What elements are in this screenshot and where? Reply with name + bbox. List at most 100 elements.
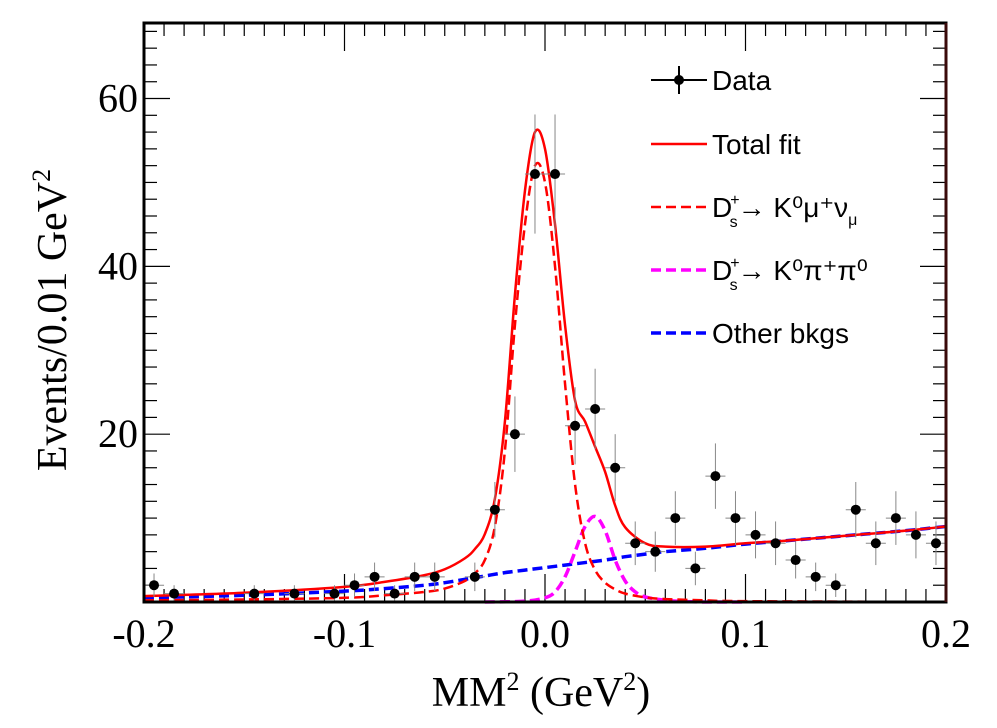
data-point-marker [830,580,841,591]
legend-peaking-label: D+ s→ K⁰π⁺π⁰ [712,255,868,294]
legend-total-label: Total fit [712,129,801,160]
data-point [404,562,425,592]
legend-peaking-sub: s [730,277,738,294]
legend-peaking-rest: → K⁰π⁺π⁰ [738,255,868,286]
y-axis-title-main: Events/0.01 GeV [30,182,76,471]
data-point [524,114,545,234]
data-point-marker [690,563,701,574]
data-point-marker [509,429,520,440]
legend-peaking-entry: D+ s→ K⁰π⁺π⁰ [651,255,868,294]
legend-data-label: Data [712,65,772,96]
data-point-marker [850,504,861,515]
data-point [725,491,746,545]
data-point [424,562,445,592]
data-point-marker [930,538,941,549]
data-point [785,541,806,579]
data-point [905,511,926,559]
data-point-marker [550,169,561,180]
data-point-marker [429,571,440,582]
legend-signal-tail-sub: μ [848,212,857,229]
legend-bkg-label: Other bkgs [712,318,849,349]
x-axis-title-close: ) [636,670,650,716]
x-axis-title-unit-sup: 2 [623,667,636,696]
data-point [344,573,365,597]
data-point-marker [529,169,540,180]
data-point-marker [650,546,661,557]
data-points [144,114,946,602]
data-point [585,368,606,450]
data-point-marker [489,504,500,515]
data-point [384,585,405,602]
data-point [545,114,566,234]
axis-ticks [143,23,947,603]
legend: Data Total fit D+ s→ K⁰μ⁺νμ D+ s→ K⁰π⁺π⁰ O… [651,65,868,349]
data-point [645,531,666,572]
peaking-bkg-curve [484,514,746,604]
data-point [765,521,786,566]
plot-frame [142,21,948,604]
legend-total-entry: Total fit [651,129,801,160]
data-point [565,387,586,465]
data-point-marker [469,571,480,582]
x-axis-title-sup: 2 [506,667,519,696]
data-point-marker [329,588,340,599]
data-point [504,396,525,472]
data-point-marker [570,420,581,431]
y-tick-label: 20 [98,411,138,456]
legend-peaking-d: D [712,255,732,286]
data-point-marker [810,571,821,582]
data-point [825,573,846,597]
other-bkg-curve [143,524,947,600]
x-tick-label: -0.2 [112,611,175,656]
x-tick-label: -0.1 [313,611,376,656]
y-tick-label: 60 [98,76,138,121]
y-axis-title: Events/0.01 GeV2 [27,169,76,471]
legend-signal-rest: → K⁰μ⁺ν [738,192,849,223]
data-point [244,585,265,602]
legend-data-marker [674,75,684,85]
data-point-marker [169,588,180,599]
data-point-marker [590,404,601,414]
data-point-marker [770,538,781,549]
y-tick-label: 40 [98,243,138,288]
data-point [705,443,726,509]
legend-peaking-sup: + [730,255,739,272]
data-point-marker [870,538,881,549]
x-tick-label: 0.2 [921,611,971,656]
x-axis-title: MM2 (GeV2) [432,667,651,716]
legend-data-entry: Data [651,65,772,96]
axis-tick-labels: -0.2 -0.1 0.0 0.1 0.2 20 40 60 [98,76,971,656]
data-point [745,511,766,559]
data-point [845,482,866,538]
legend-signal-sub: s [730,214,738,231]
data-point [484,482,505,538]
x-axis-title-unit: (GeV [519,670,623,716]
x-tick-label: 0.0 [520,611,570,656]
data-point [324,585,345,602]
data-point-marker [249,588,260,599]
data-point-marker [910,529,921,540]
data-point-marker [630,538,641,549]
data-point [464,562,485,592]
data-point-marker [790,555,801,566]
legend-signal-d: D [712,192,732,223]
data-point-marker [389,588,400,599]
signal-curve [143,161,947,604]
data-point-marker [369,571,380,582]
x-axis-title-main: MM [432,670,507,716]
data-point [925,521,946,566]
data-point-marker [610,462,621,473]
data-point-marker [149,580,160,591]
legend-bkg-entry: Other bkgs [651,318,849,349]
data-point [865,521,886,566]
data-point [685,551,706,586]
legend-signal-entry: D+ s→ K⁰μ⁺νμ [651,192,857,231]
legend-signal-sup: + [730,192,739,209]
data-point [805,562,826,592]
y-axis-title-sup: 2 [27,169,56,182]
data-point-marker [710,471,721,482]
data-point [144,573,165,597]
data-point [625,521,646,566]
data-point-marker [890,513,901,524]
data-point [284,585,305,602]
